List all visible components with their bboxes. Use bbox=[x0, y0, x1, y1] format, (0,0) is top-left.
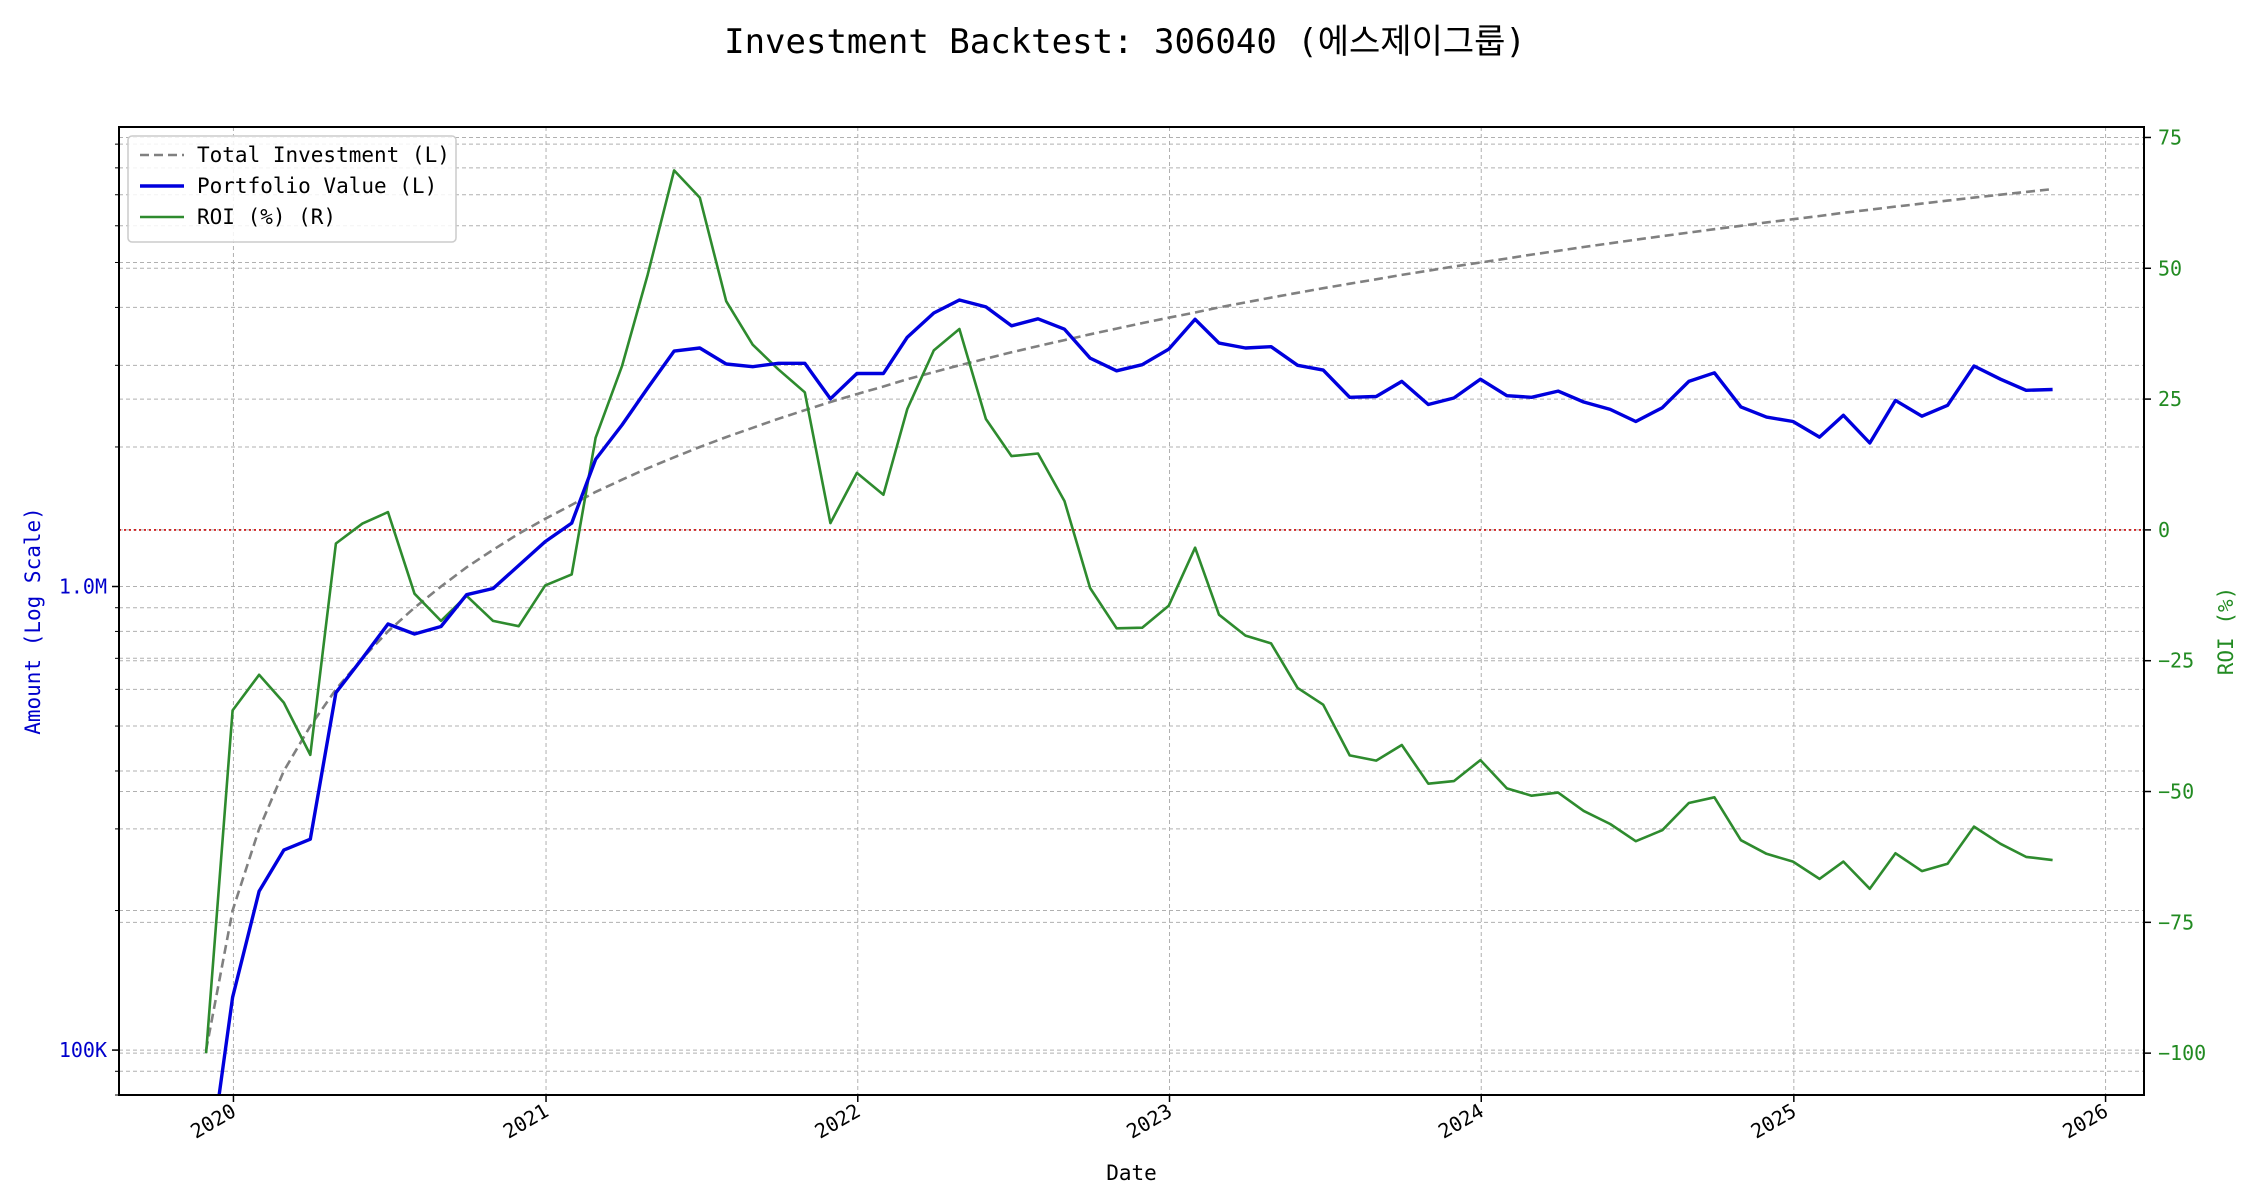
x-tick-label: 2024 bbox=[1434, 1099, 1488, 1144]
series-line-portfolio-value bbox=[217, 298, 2053, 1095]
y-right-tick-label: −50 bbox=[2158, 780, 2194, 804]
plot-frame bbox=[118, 126, 2145, 1096]
y-right-tick-label: −100 bbox=[2158, 1041, 2206, 1065]
y-right-tick-label: 50 bbox=[2158, 256, 2182, 280]
y-right-tick-label: 75 bbox=[2158, 125, 2182, 149]
x-tick-label: 2021 bbox=[499, 1099, 553, 1144]
series-line-total-investment bbox=[204, 187, 2053, 1051]
y-right-tick-label: 0 bbox=[2158, 518, 2170, 542]
x-tick-label: 2025 bbox=[1747, 1099, 1801, 1144]
legend-entry-label: Total Investment (L) bbox=[197, 143, 450, 167]
series-line-roi bbox=[204, 169, 2053, 1054]
legend-entry-label: ROI (%) (R) bbox=[197, 205, 336, 229]
x-tick-label: 2020 bbox=[186, 1099, 240, 1144]
x-axis-label: Date bbox=[1106, 1161, 1157, 1185]
legend: Total Investment (L) Portfolio Value (L) R… bbox=[127, 135, 457, 243]
y-left-tick-label: 100K bbox=[59, 1038, 107, 1062]
legend-entry-label: Portfolio Value (L) bbox=[197, 174, 437, 198]
x-tick-label: 2026 bbox=[2058, 1099, 2112, 1144]
y-right-tick-label: −25 bbox=[2158, 649, 2194, 673]
series-layer bbox=[204, 169, 2053, 1095]
y-axis-left-label: Amount (Log Scale) bbox=[21, 507, 45, 735]
y-right-tick-label: 25 bbox=[2158, 387, 2182, 411]
grid-layer bbox=[119, 127, 2144, 1096]
x-tick-label: 2023 bbox=[1122, 1099, 1176, 1144]
y-axis-right-label: ROI (%) bbox=[2214, 587, 2238, 676]
x-tick-label: 2022 bbox=[811, 1099, 865, 1144]
chart-title: Investment Backtest: 306040 (에스제이그룹) bbox=[724, 22, 1526, 62]
y-left-tick-label: 1.0M bbox=[59, 575, 107, 599]
legend-box bbox=[127, 135, 457, 243]
y-right-tick-label: −75 bbox=[2158, 910, 2194, 934]
